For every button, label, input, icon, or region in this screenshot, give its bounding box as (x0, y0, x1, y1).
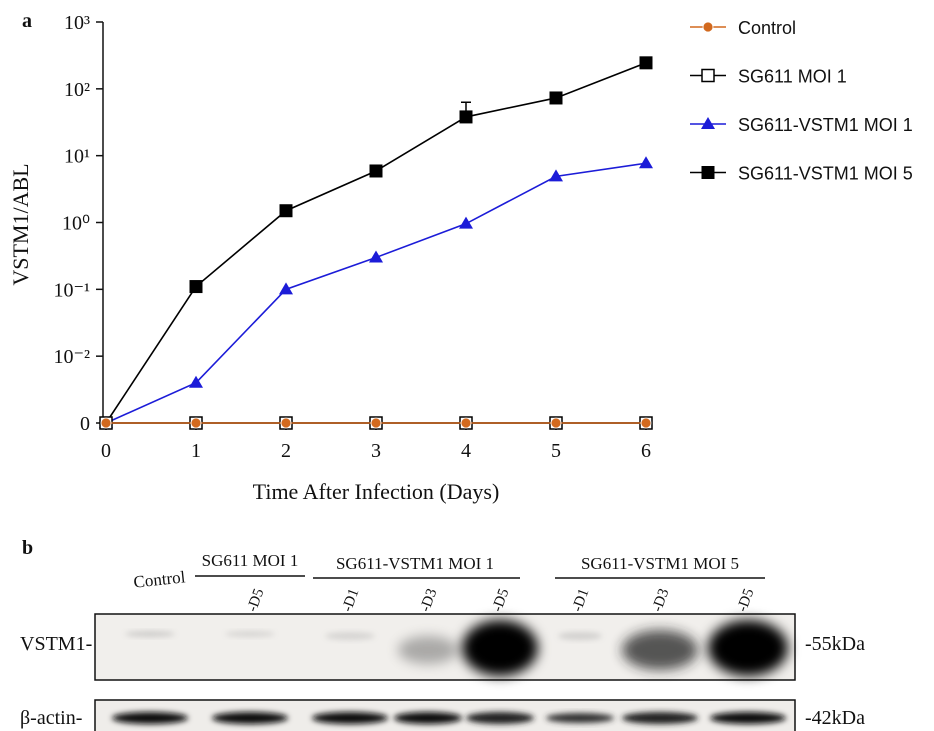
band (398, 636, 458, 664)
y-tick-label: 10³ (64, 12, 90, 34)
marker (460, 110, 473, 123)
band (212, 712, 288, 724)
legend-label: SG611-VSTM1 MOI 1 (738, 115, 913, 135)
x-tick-label: 3 (371, 440, 381, 462)
blot: b Control SG611 MOI 1 SG611-VSTM1 MOI 1 … (20, 537, 865, 731)
group-label: SG611-VSTM1 MOI 1 (336, 554, 494, 573)
row-label: VSTM1- (20, 633, 92, 655)
x-tick-label: 0 (101, 440, 111, 462)
band (394, 712, 462, 724)
size-label: -55kDa (805, 633, 865, 655)
x-tick-label: 4 (461, 440, 471, 462)
x-tick-label: 2 (281, 440, 291, 462)
y-tick-label: 10¹ (64, 146, 90, 168)
marker (371, 418, 381, 428)
lane-label: -D3 (417, 587, 440, 614)
series-line (106, 63, 646, 423)
marker (190, 280, 203, 293)
band (462, 620, 538, 676)
marker (640, 56, 653, 69)
band (622, 712, 698, 724)
x-tick-label: 1 (191, 440, 201, 462)
panel-label: a (22, 10, 32, 32)
marker (370, 164, 383, 177)
band (710, 712, 786, 724)
lane-label: -D5 (489, 587, 512, 614)
lane-label: -D5 (244, 587, 267, 614)
y-tick-label: 10² (64, 79, 90, 101)
marker (280, 204, 293, 217)
legend-label: Control (738, 18, 796, 38)
y-axis-title: VSTM1/ABL (8, 163, 33, 285)
band (312, 712, 388, 724)
legend-marker (701, 117, 715, 129)
lane-label: -D1 (339, 587, 362, 614)
band (125, 631, 175, 637)
y-tick-label: 0 (80, 413, 90, 435)
y-tick-label: 10⁰ (62, 213, 90, 235)
x-axis-title: Time After Infection (Days) (253, 479, 500, 504)
x-tick-label: 6 (641, 440, 651, 462)
marker (459, 217, 473, 229)
legend-marker (702, 166, 715, 179)
panel-label: b (22, 537, 33, 559)
y-tick-label: 10⁻² (53, 346, 90, 368)
band (558, 632, 602, 640)
band (546, 713, 614, 723)
legend-label: SG611 MOI 1 (738, 67, 847, 87)
group-label: SG611-VSTM1 MOI 5 (581, 554, 739, 573)
marker (551, 418, 561, 428)
size-label: -42kDa (805, 707, 865, 729)
marker (281, 418, 291, 428)
x-tick-label: 5 (551, 440, 561, 462)
figure: a 0 10⁻² 10⁻¹ 10⁰ 10¹ 10² 10³ 0 1 2 3 4 5 6 Time After… (0, 0, 934, 731)
band (622, 630, 698, 670)
marker (641, 418, 651, 428)
group-label: SG611 MOI 1 (202, 551, 299, 570)
lane-label: -D5 (734, 587, 757, 614)
lane-label: -D3 (649, 587, 672, 614)
lane-label: Control (133, 567, 187, 591)
legend-marker (702, 70, 714, 82)
marker (461, 418, 471, 428)
band (708, 620, 788, 676)
legend-label: SG611-VSTM1 MOI 5 (738, 164, 913, 184)
marker (639, 156, 653, 168)
legend: Control SG611 MOI 1 SG611-VSTM1 MOI 1 SG611… (690, 18, 913, 184)
band (325, 632, 375, 640)
row-label: β-actin- (20, 707, 82, 729)
y-tick-label: 10⁻¹ (53, 279, 90, 301)
band (466, 712, 534, 724)
band (112, 712, 188, 724)
marker (191, 418, 201, 428)
legend-marker (703, 22, 713, 32)
marker (101, 418, 111, 428)
band (225, 631, 275, 637)
marker (550, 91, 563, 104)
series-line (106, 163, 646, 423)
chart: 0 10⁻² 10⁻¹ 10⁰ 10¹ 10² 10³ 0 1 2 3 4 5 6 Time After I… (8, 12, 913, 504)
lane-label: -D1 (569, 587, 592, 614)
